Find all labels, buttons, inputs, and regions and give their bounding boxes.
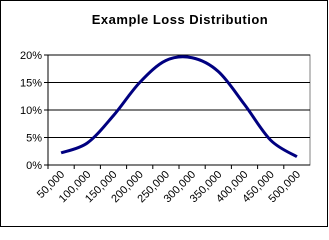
y-tick-label: 0% <box>26 160 42 172</box>
y-tick-label: 5% <box>26 133 42 145</box>
series-line <box>60 55 298 159</box>
chart: Example Loss Distribution 0%5%10%15%20%5… <box>0 0 328 227</box>
y-tick-label: 10% <box>20 105 42 117</box>
y-tick-label: 15% <box>20 78 42 90</box>
chart-title: Example Loss Distribution <box>92 12 268 27</box>
y-tick-label: 20% <box>20 50 42 62</box>
